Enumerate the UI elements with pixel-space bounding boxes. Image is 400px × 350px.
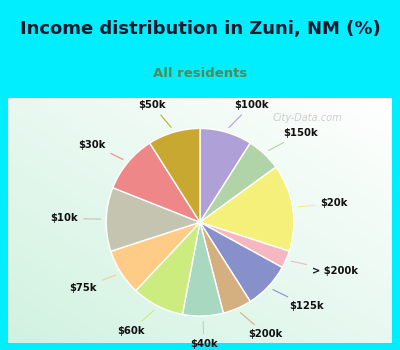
Text: $100k: $100k (229, 100, 268, 127)
Text: Income distribution in Zuni, NM (%): Income distribution in Zuni, NM (%) (20, 20, 380, 38)
Wedge shape (111, 222, 200, 290)
Text: $40k: $40k (190, 322, 218, 349)
Text: $30k: $30k (79, 140, 123, 160)
Text: > $200k: > $200k (291, 261, 358, 276)
Wedge shape (200, 222, 289, 267)
Text: City-Data.com: City-Data.com (273, 113, 342, 122)
Wedge shape (150, 128, 200, 222)
Wedge shape (200, 143, 276, 222)
Text: $125k: $125k (273, 289, 324, 311)
Text: All residents: All residents (153, 67, 247, 80)
Wedge shape (113, 143, 200, 222)
Text: $200k: $200k (240, 313, 283, 339)
Text: $10k: $10k (50, 214, 101, 223)
Wedge shape (200, 128, 250, 222)
Wedge shape (182, 222, 223, 316)
Text: $60k: $60k (117, 310, 154, 336)
Text: $150k: $150k (268, 128, 318, 150)
Text: $50k: $50k (138, 100, 171, 127)
Wedge shape (200, 222, 282, 301)
Text: $20k: $20k (298, 198, 348, 208)
Wedge shape (136, 222, 200, 314)
Wedge shape (106, 188, 200, 251)
Text: $75k: $75k (70, 275, 116, 293)
Wedge shape (200, 167, 294, 251)
Wedge shape (200, 222, 250, 313)
